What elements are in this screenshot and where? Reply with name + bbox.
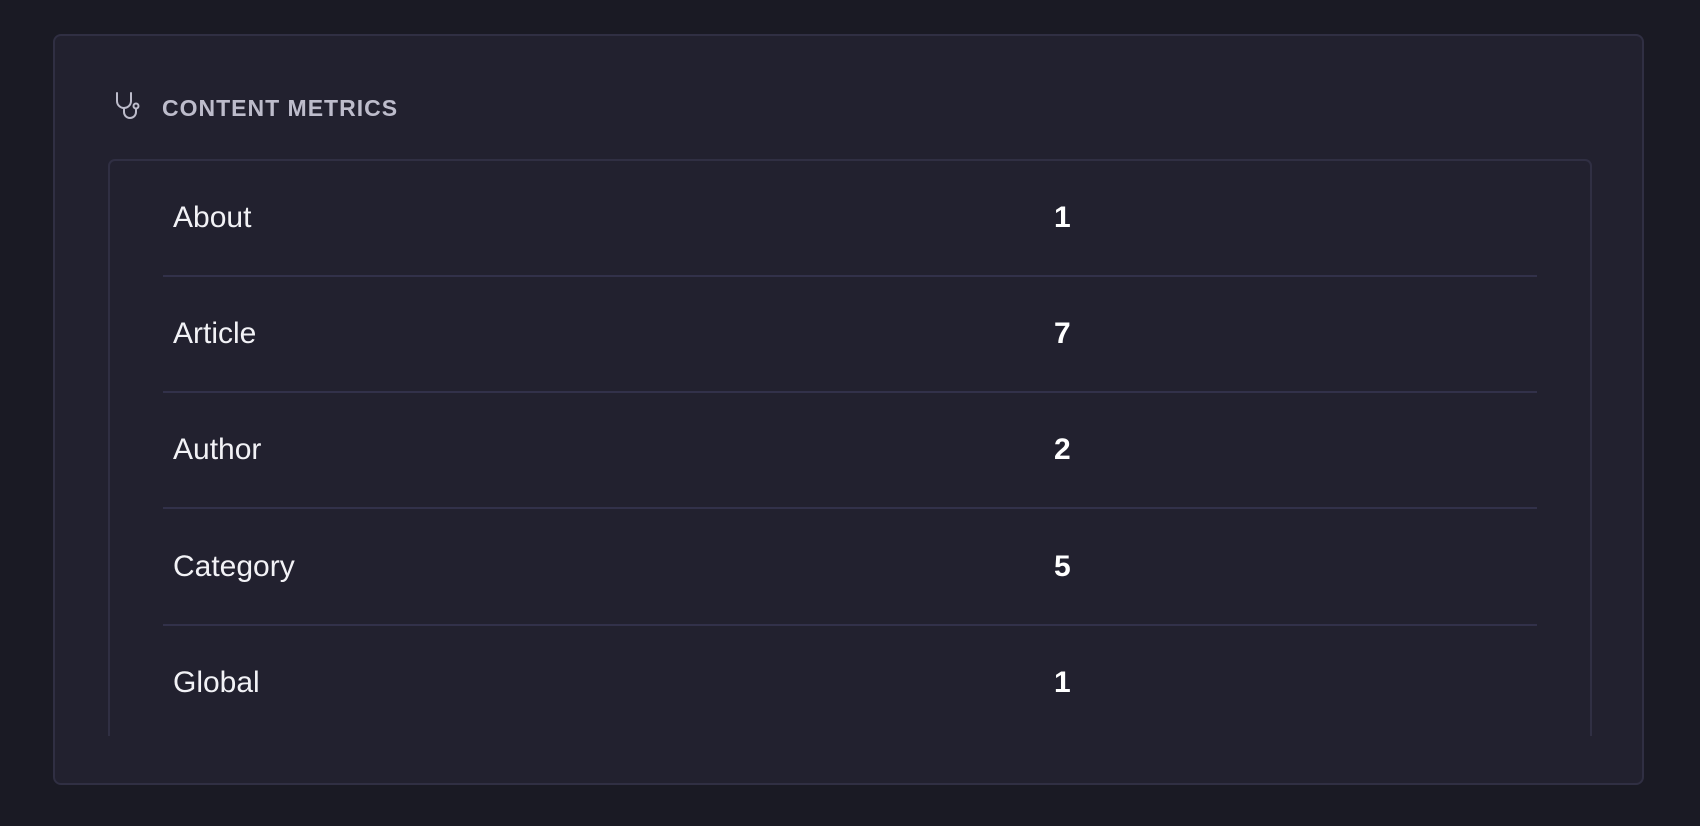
- metric-label: About: [173, 201, 252, 234]
- metric-value: 5: [1054, 550, 1071, 583]
- metric-label: Author: [173, 433, 262, 466]
- panel-header: CONTENT METRICS: [112, 90, 398, 127]
- panel-title: CONTENT METRICS: [162, 95, 399, 121]
- metric-label: Global: [173, 666, 260, 699]
- list-item: Category 5: [163, 510, 1537, 626]
- list-item: Author 2: [163, 393, 1537, 509]
- list-item: Article 7: [163, 277, 1537, 393]
- metric-value: 2: [1054, 433, 1071, 466]
- content-metrics-panel: CONTENT METRICS About 1 Article 7 Author…: [53, 34, 1644, 785]
- metric-value: 1: [1054, 201, 1071, 234]
- metric-label: Article: [173, 317, 257, 350]
- list-item: About 1: [163, 161, 1537, 277]
- list-item: Global 1: [163, 626, 1537, 736]
- metric-value: 1: [1054, 666, 1071, 699]
- stethoscope-icon: [112, 90, 144, 127]
- metrics-list: About 1 Article 7 Author 2 Category 5 Gl…: [108, 159, 1592, 736]
- metric-value: 7: [1054, 317, 1071, 350]
- metric-label: Category: [173, 550, 295, 583]
